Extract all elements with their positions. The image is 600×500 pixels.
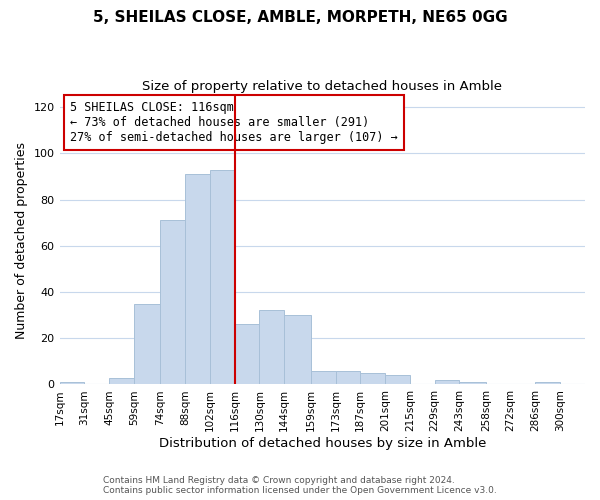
X-axis label: Distribution of detached houses by size in Amble: Distribution of detached houses by size … bbox=[158, 437, 486, 450]
Bar bbox=[335, 370, 361, 384]
Text: Contains HM Land Registry data © Crown copyright and database right 2024.
Contai: Contains HM Land Registry data © Crown c… bbox=[103, 476, 497, 495]
Bar bbox=[434, 380, 460, 384]
Bar bbox=[361, 373, 385, 384]
Bar bbox=[259, 310, 284, 384]
Bar bbox=[210, 170, 235, 384]
Bar bbox=[59, 382, 85, 384]
Bar bbox=[235, 324, 259, 384]
Bar bbox=[109, 378, 134, 384]
Bar bbox=[134, 304, 160, 384]
Bar bbox=[160, 220, 185, 384]
Bar bbox=[535, 382, 560, 384]
Title: Size of property relative to detached houses in Amble: Size of property relative to detached ho… bbox=[142, 80, 502, 93]
Bar bbox=[284, 315, 311, 384]
Bar bbox=[385, 375, 410, 384]
Text: 5 SHEILAS CLOSE: 116sqm
← 73% of detached houses are smaller (291)
27% of semi-d: 5 SHEILAS CLOSE: 116sqm ← 73% of detache… bbox=[70, 102, 398, 144]
Text: 5, SHEILAS CLOSE, AMBLE, MORPETH, NE65 0GG: 5, SHEILAS CLOSE, AMBLE, MORPETH, NE65 0… bbox=[92, 10, 508, 25]
Y-axis label: Number of detached properties: Number of detached properties bbox=[15, 142, 28, 338]
Bar bbox=[185, 174, 210, 384]
Bar bbox=[311, 370, 335, 384]
Bar bbox=[460, 382, 486, 384]
